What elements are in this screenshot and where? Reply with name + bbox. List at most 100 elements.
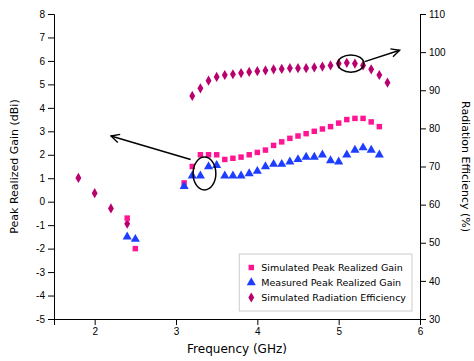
point <box>271 64 277 74</box>
point <box>108 203 114 213</box>
series <box>123 142 384 241</box>
y-tick: -3 <box>36 267 54 278</box>
y-tick-mark <box>48 249 54 250</box>
x-axis: 2 3 4 5 6 <box>55 319 424 337</box>
point <box>320 126 325 131</box>
point <box>230 69 236 79</box>
y2-tick-label: 110 <box>429 9 445 20</box>
point <box>214 152 219 157</box>
y-tick-mark <box>48 202 54 203</box>
y-tick: 6 <box>39 56 54 67</box>
point <box>326 155 335 163</box>
x-tick: 5 <box>336 319 342 337</box>
point <box>222 70 228 80</box>
y2-tick-mark <box>420 90 426 91</box>
y-axis: -5-4-3-2-1012345678 <box>36 9 54 325</box>
point <box>367 145 376 153</box>
point <box>352 116 357 121</box>
point <box>214 72 220 82</box>
point <box>261 161 270 169</box>
point <box>310 152 319 160</box>
annotation-arrow <box>111 136 191 159</box>
x-axis-title: Frequency (GHz) <box>187 342 287 356</box>
x-tick-label: 4 <box>255 326 261 337</box>
y-tick: 3 <box>39 126 54 137</box>
y-tick: 0 <box>39 196 54 207</box>
point <box>271 143 276 148</box>
x-tick-label: 6 <box>418 326 424 337</box>
annotation-ellipse <box>193 157 216 190</box>
point <box>303 131 308 136</box>
y-tick-label: -4 <box>36 290 45 301</box>
y-tick: 7 <box>39 32 54 43</box>
y-tick-label: 5 <box>39 79 45 90</box>
y2-tick: 40 <box>420 276 441 287</box>
point <box>376 70 382 80</box>
y2-axis: 30405060708090100110 <box>420 9 446 325</box>
point <box>350 145 359 153</box>
point <box>377 124 382 129</box>
y-tick-mark <box>48 84 54 85</box>
y2-tick-mark <box>420 205 426 206</box>
y2-tick-label: 30 <box>429 314 441 325</box>
y-tick: -1 <box>36 220 54 231</box>
point <box>131 234 140 242</box>
point <box>269 159 278 167</box>
point <box>263 65 269 75</box>
point <box>246 152 251 157</box>
point <box>344 117 349 122</box>
point <box>302 152 311 160</box>
y-tick-label: 3 <box>39 126 45 137</box>
point <box>293 154 302 162</box>
y-tick-label: 2 <box>39 149 45 160</box>
legend-label: Simulated Peak Realized Gain <box>261 262 402 273</box>
legend-label: Measured Peak Realized Gain <box>261 277 401 288</box>
point <box>385 78 391 88</box>
legend-item: Simulated Radiation Efficiency <box>248 292 406 303</box>
point <box>352 58 358 68</box>
y2-tick-label: 40 <box>429 276 441 287</box>
point <box>359 142 368 150</box>
x-tick-label: 5 <box>336 326 342 337</box>
point <box>375 150 384 158</box>
y-tick-mark <box>48 319 54 320</box>
x-tick: 6 <box>418 319 424 337</box>
y-axis-line <box>48 15 55 320</box>
point <box>318 150 327 158</box>
x-tick: 2 <box>92 319 98 337</box>
point <box>133 246 138 251</box>
point <box>342 150 351 158</box>
point <box>334 157 343 165</box>
y2-axis-line <box>421 15 427 320</box>
point <box>303 63 309 73</box>
point <box>222 157 227 162</box>
y-tick: -4 <box>36 290 54 301</box>
y-tick-mark <box>48 178 54 179</box>
legend-symbol <box>247 277 256 285</box>
point <box>220 171 229 179</box>
plot-area: 23456-5-4-3-2-10123456783040506070809010… <box>8 9 472 356</box>
y2-tick-label: 50 <box>429 237 441 248</box>
x-tick: 4 <box>255 319 261 337</box>
x-tick-label: 3 <box>174 326 180 337</box>
x-tick-mark <box>95 319 96 325</box>
point <box>196 171 205 179</box>
legend-symbol <box>249 265 254 270</box>
point <box>263 147 268 152</box>
point <box>180 181 189 189</box>
y-tick-mark <box>48 108 54 109</box>
y2-tick-mark <box>420 167 426 168</box>
point <box>255 150 260 155</box>
y-tick-label: 4 <box>39 103 45 114</box>
point <box>368 64 374 74</box>
y2-tick: 110 <box>420 9 445 20</box>
y2-tick-mark <box>420 52 426 53</box>
point <box>254 66 260 76</box>
y-tick: 2 <box>39 149 54 160</box>
x-axis-line <box>55 320 421 326</box>
y2-tick-mark <box>420 14 426 15</box>
point <box>204 161 213 169</box>
point <box>75 173 81 183</box>
y-tick-label: -5 <box>36 314 45 325</box>
point <box>336 120 341 125</box>
